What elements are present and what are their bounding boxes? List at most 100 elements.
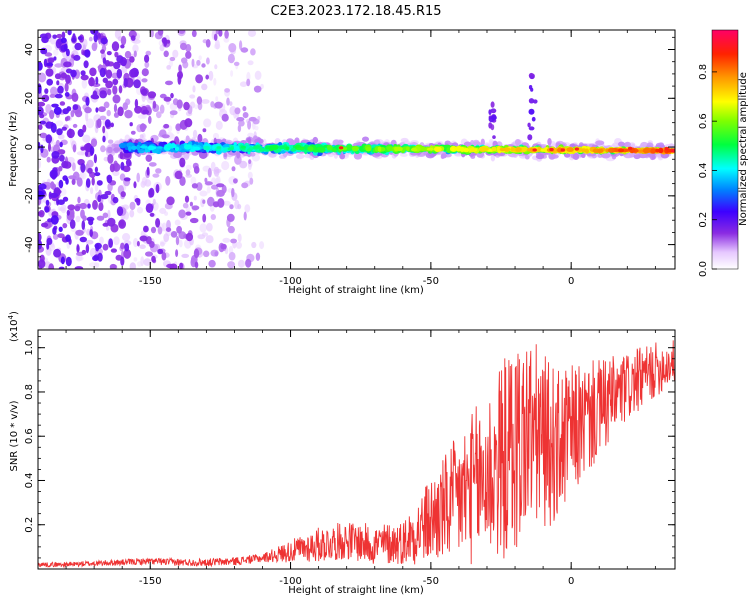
- spectrogram-cell: [192, 85, 196, 93]
- spectrogram-cell: [56, 80, 60, 86]
- spectrogram-cell: [114, 51, 119, 58]
- spectrogram-cell: [139, 235, 148, 242]
- spectrogram-cell: [85, 239, 94, 245]
- spectrogram-cell: [227, 53, 235, 64]
- spectrogram-cell: [204, 177, 208, 183]
- spectrogram-cell: [99, 90, 107, 99]
- spectrogram-cell: [95, 76, 99, 85]
- spectrogram-cell: [56, 33, 63, 39]
- spectrogram-cell: [38, 141, 41, 150]
- spectrogram-cell: [268, 152, 277, 158]
- spectrogram-cell: [156, 146, 163, 149]
- spectrogram-cell: [58, 165, 63, 172]
- spectrogram-cell: [65, 256, 72, 267]
- spectrogram-cell: [251, 241, 257, 249]
- spectrogram-cell: [159, 104, 165, 114]
- spectrogram-cell: [496, 145, 501, 152]
- snr-x-tick-label: -100: [279, 576, 302, 587]
- spectrogram-cell: [49, 192, 59, 198]
- spectrogram-cell: [46, 78, 53, 86]
- snr-y-label: SNR (10 * v/v): [9, 400, 20, 471]
- spectrogram-cell: [165, 80, 173, 86]
- spectrogram-y-tick-label: 0: [24, 144, 35, 150]
- spectrogram-cell: [220, 243, 227, 250]
- spectrogram-cell: [90, 138, 98, 148]
- spectrogram-cell: [62, 223, 68, 229]
- spectrogram-cell: [618, 141, 625, 147]
- spectrogram-cell: [185, 169, 191, 176]
- spectrogram-cell: [95, 107, 99, 113]
- spectrogram-cell: [123, 248, 132, 259]
- spectrogram-x-tick-label: -100: [279, 276, 302, 287]
- spectrogram-cell: [139, 123, 147, 130]
- spectrogram-cell: [185, 211, 192, 216]
- spectrogram-cell: [148, 187, 155, 198]
- spectrogram-cell: [201, 83, 208, 91]
- spectrogram-cell: [107, 154, 114, 164]
- spectrogram-cell: [163, 233, 170, 243]
- spectrogram-cell: [180, 42, 187, 51]
- spectrogram-cell: [50, 215, 59, 225]
- spectrogram-cell: [112, 94, 121, 104]
- spectrogram-cell: [229, 101, 233, 106]
- spectrogram-cell: [532, 148, 537, 152]
- spectrogram-cell: [94, 182, 99, 192]
- spectrogram-cell: [201, 99, 210, 104]
- spectrogram-cell: [139, 244, 146, 249]
- spectrogram-cell: [96, 215, 105, 221]
- spectrogram-cell: [120, 242, 125, 250]
- spectrogram-cell: [250, 48, 256, 56]
- spectrogram-cell: [331, 148, 337, 152]
- spectrogram-cell: [59, 101, 66, 106]
- spectrogram-cell: [110, 248, 117, 253]
- spectrogram-cell: [112, 85, 118, 95]
- spectrogram-cell: [185, 51, 192, 59]
- spectrogram-cell: [46, 156, 51, 163]
- spectrogram-cell: [87, 203, 91, 209]
- spectrogram-cell: [141, 78, 148, 83]
- spectrogram-cell: [159, 207, 167, 214]
- spectrogram-cell: [90, 187, 94, 195]
- spectrogram-cell: [174, 170, 183, 180]
- spectrogram-cell: [60, 256, 65, 265]
- snr-y-tick-label: 0.2: [24, 517, 35, 533]
- spectrogram-cell: [627, 146, 633, 150]
- spectrogram-cell: [58, 226, 63, 232]
- spectrogram-cell: [142, 109, 150, 115]
- spectrogram-cell: [239, 81, 248, 87]
- spectrogram-cell: [62, 108, 69, 115]
- spectrogram-cell: [129, 56, 135, 63]
- spectrogram-cell: [339, 153, 346, 160]
- spectrogram-cell: [58, 187, 67, 196]
- spectrogram-cell: [149, 212, 155, 217]
- spectrogram-cell: [199, 190, 208, 197]
- spectrogram-cell: [166, 65, 172, 70]
- spectrogram-x-ticks: -150 -100 -50 0: [37, 30, 656, 287]
- spectrogram-cell: [68, 175, 77, 180]
- spectrogram-cell: [337, 139, 344, 144]
- spectrogram-cell: [470, 147, 476, 152]
- spectrogram-cell: [247, 171, 253, 180]
- spectrogram-cell: [155, 218, 161, 228]
- spectrogram-cell: [39, 120, 46, 125]
- spectrogram-cell: [400, 153, 408, 157]
- spectrogram-cell: [463, 148, 469, 153]
- spectrogram-cell: [243, 211, 247, 221]
- spectrogram-cell: [80, 146, 86, 151]
- spectrogram-cell: [145, 251, 153, 257]
- spectrogram-cell: [166, 219, 171, 230]
- spectrogram-cell: [175, 236, 180, 246]
- spectrogram-cell: [195, 74, 204, 84]
- spectrogram-cell: [163, 123, 170, 129]
- spectrogram-cell: [133, 237, 139, 248]
- spectrogram-cell: [106, 51, 112, 56]
- spectrogram-cell: [307, 146, 314, 152]
- spectrogram-cell: [174, 146, 180, 151]
- spectrogram-cell: [214, 251, 219, 257]
- spectrogram-cell: [183, 101, 190, 111]
- spectrogram-cell: [159, 241, 165, 247]
- spectrogram-cell: [56, 128, 63, 136]
- spectrogram-cell: [67, 30, 72, 36]
- spectrogram-cell: [216, 183, 225, 188]
- spectrogram-cell: [82, 134, 91, 143]
